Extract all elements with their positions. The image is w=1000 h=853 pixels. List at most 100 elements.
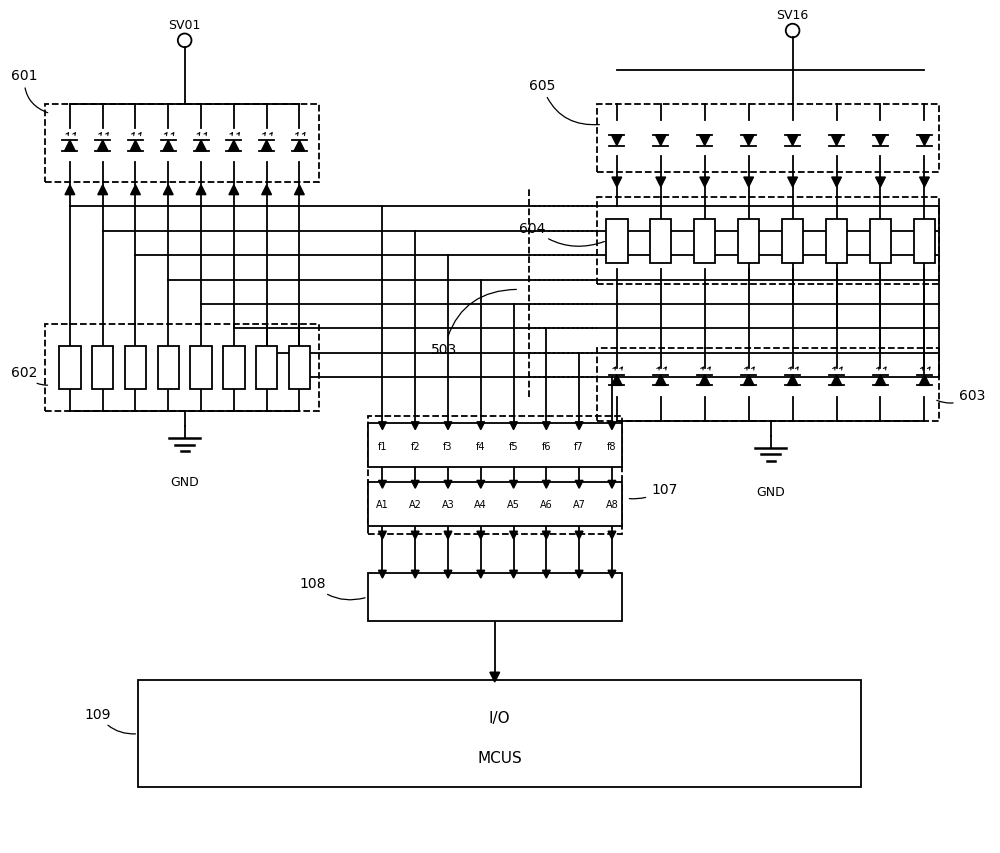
Polygon shape — [608, 422, 616, 430]
Bar — [223, 346, 245, 390]
Polygon shape — [699, 375, 710, 386]
Text: SV01: SV01 — [168, 19, 201, 32]
Text: A7: A7 — [573, 500, 586, 509]
Polygon shape — [228, 141, 239, 152]
Polygon shape — [919, 136, 930, 147]
Polygon shape — [97, 141, 108, 152]
Polygon shape — [699, 136, 710, 147]
Bar — [597, 105, 939, 173]
Bar — [368, 573, 622, 622]
Bar — [782, 219, 803, 264]
Polygon shape — [608, 481, 616, 489]
Polygon shape — [444, 571, 452, 578]
Bar — [650, 219, 671, 264]
Polygon shape — [444, 481, 452, 489]
Bar — [158, 346, 179, 390]
Polygon shape — [542, 531, 550, 539]
Text: f3: f3 — [443, 441, 453, 451]
Bar — [256, 346, 277, 390]
Polygon shape — [477, 531, 485, 539]
Polygon shape — [575, 531, 583, 539]
Bar — [45, 105, 319, 183]
Bar — [597, 349, 939, 421]
Text: f2: f2 — [410, 441, 420, 451]
Text: 602: 602 — [11, 366, 48, 386]
Polygon shape — [411, 481, 419, 489]
Text: f8: f8 — [607, 441, 617, 451]
Polygon shape — [787, 375, 798, 386]
Bar — [870, 219, 891, 264]
Polygon shape — [477, 481, 485, 489]
Polygon shape — [575, 422, 583, 430]
Bar — [368, 424, 622, 467]
Polygon shape — [510, 422, 517, 430]
Polygon shape — [831, 136, 842, 147]
Polygon shape — [295, 186, 304, 195]
Text: A4: A4 — [474, 500, 487, 509]
Polygon shape — [875, 136, 886, 147]
Polygon shape — [229, 186, 239, 195]
Polygon shape — [163, 186, 173, 195]
Text: 601: 601 — [11, 69, 48, 113]
Polygon shape — [379, 571, 386, 578]
Polygon shape — [490, 672, 500, 682]
Polygon shape — [542, 481, 550, 489]
Text: 603: 603 — [937, 389, 985, 403]
Polygon shape — [130, 141, 141, 152]
Bar — [368, 482, 622, 526]
Polygon shape — [787, 136, 798, 147]
Bar — [289, 346, 310, 390]
Polygon shape — [510, 481, 517, 489]
Polygon shape — [411, 531, 419, 539]
Polygon shape — [608, 531, 616, 539]
Text: 107: 107 — [629, 482, 677, 499]
Text: A6: A6 — [540, 500, 553, 509]
Polygon shape — [919, 375, 930, 386]
Polygon shape — [611, 375, 622, 386]
Polygon shape — [411, 571, 419, 578]
Polygon shape — [575, 571, 583, 578]
Text: SV16: SV16 — [776, 9, 809, 22]
Polygon shape — [98, 186, 108, 195]
Text: A1: A1 — [376, 500, 389, 509]
Polygon shape — [510, 531, 517, 539]
Text: GND: GND — [756, 485, 785, 498]
Bar — [368, 417, 622, 534]
Polygon shape — [444, 531, 452, 539]
Text: f4: f4 — [476, 441, 486, 451]
Text: f7: f7 — [574, 441, 584, 451]
Bar — [826, 219, 847, 264]
Text: 109: 109 — [85, 707, 135, 734]
Polygon shape — [608, 571, 616, 578]
Text: I/O: I/O — [489, 711, 510, 725]
Bar — [125, 346, 146, 390]
Polygon shape — [379, 481, 386, 489]
Bar — [694, 219, 715, 264]
Polygon shape — [700, 178, 710, 188]
Text: 503: 503 — [431, 290, 516, 357]
Polygon shape — [379, 422, 386, 430]
Bar — [45, 324, 319, 412]
Polygon shape — [612, 178, 622, 188]
Bar — [138, 680, 861, 787]
Polygon shape — [196, 186, 206, 195]
Polygon shape — [542, 422, 550, 430]
Polygon shape — [743, 136, 754, 147]
Polygon shape — [655, 136, 666, 147]
Polygon shape — [744, 178, 754, 188]
Polygon shape — [262, 186, 271, 195]
Polygon shape — [611, 136, 622, 147]
Polygon shape — [831, 375, 842, 386]
Bar — [914, 219, 935, 264]
Text: 604: 604 — [519, 222, 604, 247]
Polygon shape — [920, 178, 929, 188]
Bar — [92, 346, 113, 390]
Bar — [59, 346, 81, 390]
Text: A8: A8 — [606, 500, 618, 509]
Polygon shape — [411, 422, 419, 430]
Polygon shape — [656, 178, 666, 188]
Text: f1: f1 — [378, 441, 387, 451]
Polygon shape — [261, 141, 272, 152]
Polygon shape — [65, 141, 75, 152]
Polygon shape — [196, 141, 206, 152]
